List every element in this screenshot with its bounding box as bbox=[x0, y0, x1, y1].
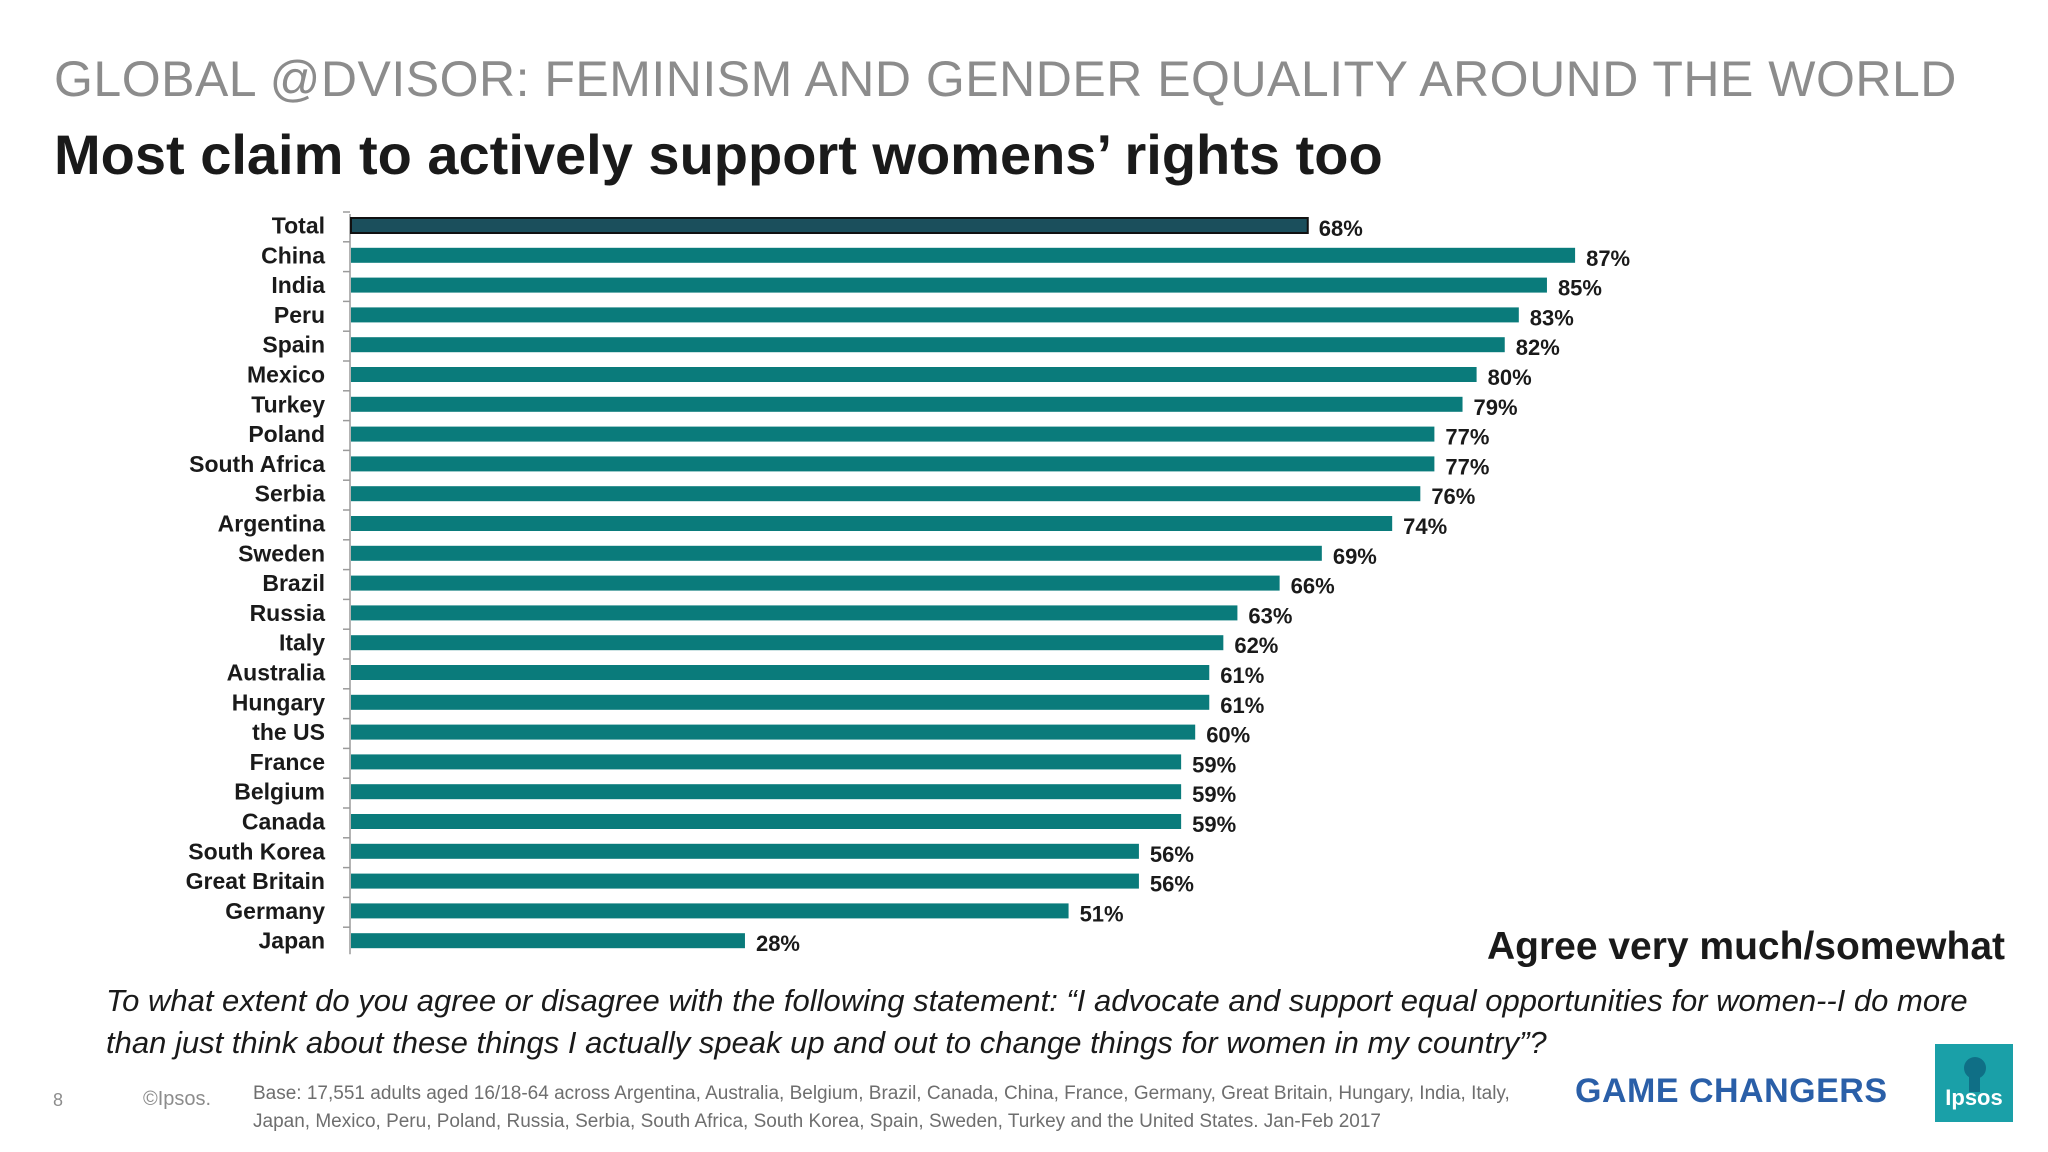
bar-argentina bbox=[351, 516, 1393, 531]
bar-turkey bbox=[351, 396, 1463, 412]
category-label: Argentina bbox=[218, 511, 326, 537]
value-label: 61% bbox=[1220, 663, 1264, 688]
category-label: Belgium bbox=[234, 779, 325, 805]
value-label: 59% bbox=[1192, 812, 1236, 837]
bar-italy bbox=[351, 635, 1224, 651]
value-label: 74% bbox=[1403, 514, 1447, 539]
category-label: Hungary bbox=[232, 689, 326, 715]
bar-hungary bbox=[351, 694, 1210, 710]
value-label: 77% bbox=[1445, 454, 1489, 479]
bar-chart: Total China India Peru Spain Mexico Turkey Pola… bbox=[186, 211, 1630, 956]
bar-india bbox=[351, 277, 1547, 293]
bar-spain bbox=[351, 337, 1505, 353]
bar-south-korea bbox=[351, 843, 1139, 859]
bar-serbia bbox=[351, 486, 1421, 502]
value-label: 76% bbox=[1431, 484, 1475, 509]
value-label: 87% bbox=[1586, 246, 1630, 271]
category-label: South Korea bbox=[188, 838, 325, 864]
bar-australia bbox=[351, 665, 1210, 680]
copyright: ©Ipsos. bbox=[143, 1088, 212, 1110]
category-label: the US bbox=[252, 719, 325, 745]
bar-brazil bbox=[351, 575, 1280, 591]
category-label: Poland bbox=[248, 421, 325, 447]
page-number: 8 bbox=[53, 1090, 64, 1110]
category-label: Germany bbox=[225, 898, 325, 924]
category-label: Mexico bbox=[247, 362, 325, 388]
category-label: Italy bbox=[279, 630, 325, 656]
bar-poland bbox=[351, 426, 1435, 442]
category-label: India bbox=[271, 272, 325, 298]
bar-peru bbox=[351, 307, 1519, 323]
value-label: 77% bbox=[1445, 425, 1489, 450]
category-label: Brazil bbox=[262, 570, 325, 596]
category-label: France bbox=[250, 749, 325, 775]
bar-germany bbox=[351, 903, 1069, 919]
value-label: 83% bbox=[1530, 305, 1574, 330]
value-label: 82% bbox=[1516, 335, 1560, 360]
page-title: Most claim to actively support womens’ r… bbox=[54, 123, 1383, 186]
value-label: 59% bbox=[1192, 752, 1236, 777]
category-label: Japan bbox=[259, 928, 325, 954]
value-label: 80% bbox=[1488, 365, 1532, 390]
value-label: 56% bbox=[1150, 842, 1194, 867]
bar-russia bbox=[351, 605, 1238, 621]
category-label: Great Britain bbox=[186, 868, 325, 894]
value-label: 79% bbox=[1474, 395, 1518, 420]
value-labels: 68% 87% 85% 83% 82% 80% 79% 77% 77% 76% 74% 69% 66% 6… bbox=[756, 216, 1630, 956]
value-label: 28% bbox=[756, 931, 800, 956]
category-label: Peru bbox=[274, 302, 325, 328]
value-label: 69% bbox=[1333, 544, 1377, 569]
base-note: Base: 17,551 adults aged 16/18-64 across… bbox=[253, 1083, 1510, 1132]
bar-sweden bbox=[351, 545, 1322, 561]
bar-the-us bbox=[351, 724, 1196, 740]
bar-south-africa bbox=[351, 456, 1435, 472]
legend-label: Agree very much/somewhat bbox=[1486, 925, 2005, 968]
ipsos-logo-text: Ipsos bbox=[1945, 1085, 2003, 1110]
bar-japan bbox=[351, 933, 745, 949]
value-label: 66% bbox=[1291, 574, 1335, 599]
bar-canada bbox=[351, 814, 1182, 829]
category-label: Spain bbox=[262, 332, 325, 358]
bar-france bbox=[351, 754, 1182, 770]
game-changers-tagline: GAME CHANGERS bbox=[1575, 1072, 1888, 1110]
category-label: Russia bbox=[250, 600, 326, 626]
category-label: Total bbox=[272, 213, 325, 239]
value-label: 56% bbox=[1150, 872, 1194, 897]
category-label: Turkey bbox=[251, 391, 325, 417]
category-label: Serbia bbox=[255, 481, 326, 507]
value-label: 61% bbox=[1220, 693, 1264, 718]
bar-great-britain bbox=[351, 873, 1139, 889]
bars bbox=[350, 217, 1576, 949]
bar-china bbox=[351, 247, 1576, 263]
value-label: 51% bbox=[1080, 901, 1124, 926]
ipsos-logo-icon bbox=[1935, 1044, 2013, 1122]
category-label: China bbox=[261, 242, 325, 268]
category-label: Canada bbox=[242, 809, 325, 835]
value-label: 59% bbox=[1192, 782, 1236, 807]
bar-belgium bbox=[351, 784, 1182, 800]
value-label: 68% bbox=[1319, 216, 1363, 241]
category-labels: Total China India Peru Spain Mexico Turkey Pola… bbox=[186, 213, 326, 954]
category-label: Sweden bbox=[238, 540, 325, 566]
value-label: 60% bbox=[1206, 723, 1250, 748]
value-label: 63% bbox=[1248, 603, 1292, 628]
category-label: South Africa bbox=[189, 451, 325, 477]
bar-mexico bbox=[351, 367, 1477, 382]
bar-total bbox=[350, 217, 1309, 234]
y-axis bbox=[343, 211, 351, 955]
category-label: Australia bbox=[227, 660, 326, 686]
value-label: 62% bbox=[1234, 633, 1278, 658]
supertitle: GLOBAL @DVISOR: FEMINISM AND GENDER EQUA… bbox=[54, 51, 1957, 107]
survey-question: To what extent do you agree or disagree … bbox=[106, 983, 1968, 1060]
value-label: 85% bbox=[1558, 276, 1602, 301]
